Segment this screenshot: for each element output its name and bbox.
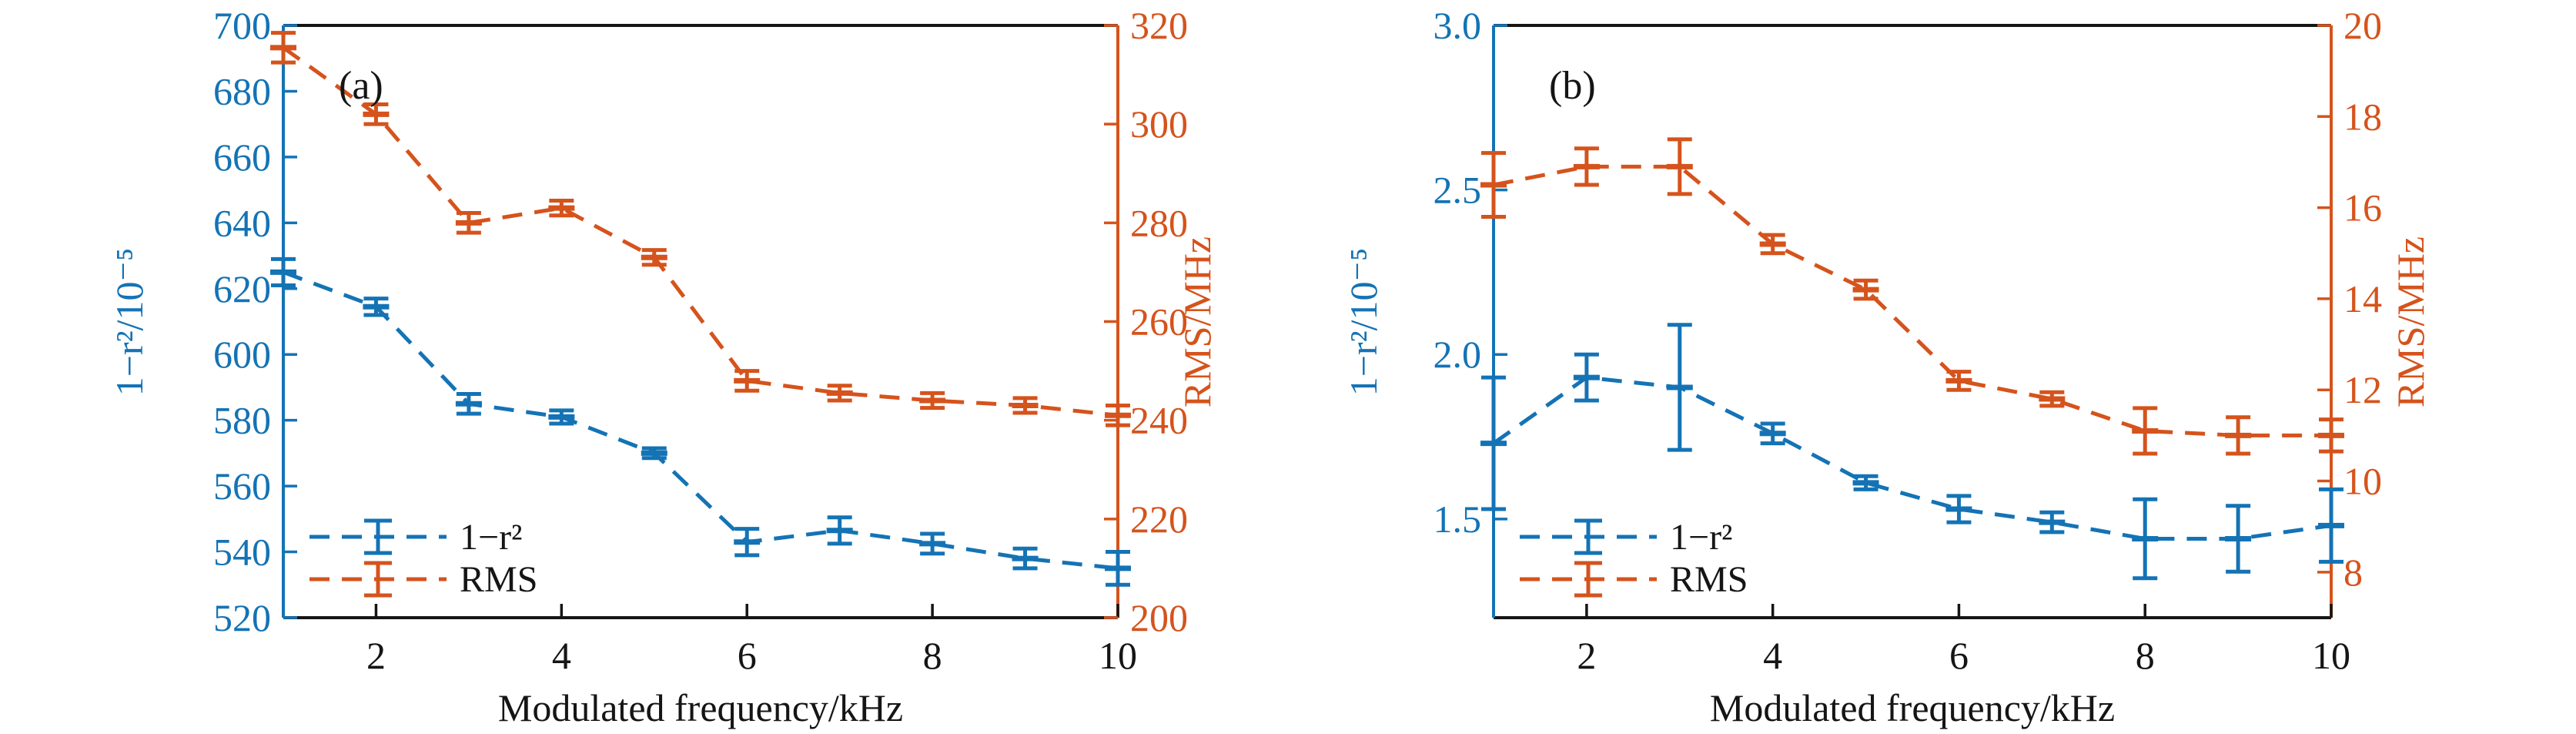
right-y-tick-label: 200 xyxy=(1130,596,1188,639)
right-y-tick-label: 260 xyxy=(1130,300,1188,344)
panel-a-plot-area: 2 4 6 8 10 520 540 560 580 600 620 640 660 680 700 200 2… xyxy=(213,4,1188,677)
legend-label: 1−r² xyxy=(1670,517,1732,558)
panel-a-right-yaxis-title: RMS/MHz xyxy=(1176,236,1219,407)
right-y-tick-label: 20 xyxy=(2343,4,2382,47)
right-y-tick-label: 8 xyxy=(2343,551,2363,594)
series-line-rms xyxy=(282,45,1119,417)
panel-b-right-yaxis-title: RMS/MHz xyxy=(2389,236,2432,407)
x-tick-label: 4 xyxy=(1763,634,1782,677)
left-y-tick-label: 1.5 xyxy=(1434,498,1482,541)
right-y-tick-label: 18 xyxy=(2343,95,2382,138)
left-y-tick-label: 520 xyxy=(213,596,271,639)
left-y-tick-label: 600 xyxy=(213,333,271,376)
x-tick-label: 10 xyxy=(2312,634,2350,677)
x-tick-label: 2 xyxy=(366,634,386,677)
right-y-tick-label: 16 xyxy=(2343,186,2382,230)
right-y-tick-label: 320 xyxy=(1130,4,1188,47)
right-y-tick-label: 220 xyxy=(1130,498,1188,541)
panel-b-left-yaxis-title: 1−r²/10⁻⁵ xyxy=(1342,248,1385,397)
series-line-one-minus-r2 xyxy=(283,270,1119,571)
x-tick-label: 2 xyxy=(1577,634,1596,677)
left-y-tick-label: 700 xyxy=(213,4,271,47)
legend-label: 1−r² xyxy=(460,517,522,558)
series-line-rms xyxy=(1493,164,2331,437)
left-y-tick-label: 620 xyxy=(213,267,271,310)
series-line-one-minus-r2 xyxy=(1492,375,2332,541)
left-y-tick-label: 680 xyxy=(213,69,271,112)
right-y-tick-label: 10 xyxy=(2343,460,2382,503)
panel-a-left-yaxis-title: 1−r²/10⁻⁵ xyxy=(108,248,151,397)
left-y-tick-label: 640 xyxy=(213,201,271,244)
right-y-tick-label: 12 xyxy=(2343,368,2382,411)
panel-b-xaxis-title: Modulated frequency/kHz xyxy=(1710,686,2115,729)
x-tick-label: 4 xyxy=(552,634,571,677)
panel-a-letter: (a) xyxy=(339,64,383,108)
left-y-tick-label: 580 xyxy=(213,399,271,442)
left-y-tick-label: 660 xyxy=(213,136,271,179)
left-y-tick-label: 540 xyxy=(213,531,271,574)
legend-label: RMS xyxy=(1670,559,1748,600)
x-tick-label: 6 xyxy=(1949,634,1969,677)
x-tick-label: 6 xyxy=(738,634,757,677)
left-y-tick-label: 3.0 xyxy=(1434,4,1482,47)
x-tick-label: 8 xyxy=(923,634,942,677)
right-y-tick-label: 240 xyxy=(1130,399,1188,442)
x-tick-label: 8 xyxy=(2136,634,2155,677)
left-y-tick-label: 2.5 xyxy=(1434,169,1482,212)
right-y-tick-label: 14 xyxy=(2343,277,2382,320)
legend-label: RMS xyxy=(460,559,537,600)
panel-b-letter: (b) xyxy=(1549,64,1596,108)
x-tick-label: 10 xyxy=(1099,634,1137,677)
right-y-tick-label: 280 xyxy=(1130,201,1188,244)
left-y-tick-label: 560 xyxy=(213,464,271,508)
left-y-tick-label: 2.0 xyxy=(1434,333,1482,376)
right-y-tick-label: 300 xyxy=(1130,102,1188,146)
panel-a-xaxis-title: Modulated frequency/kHz xyxy=(498,686,903,729)
